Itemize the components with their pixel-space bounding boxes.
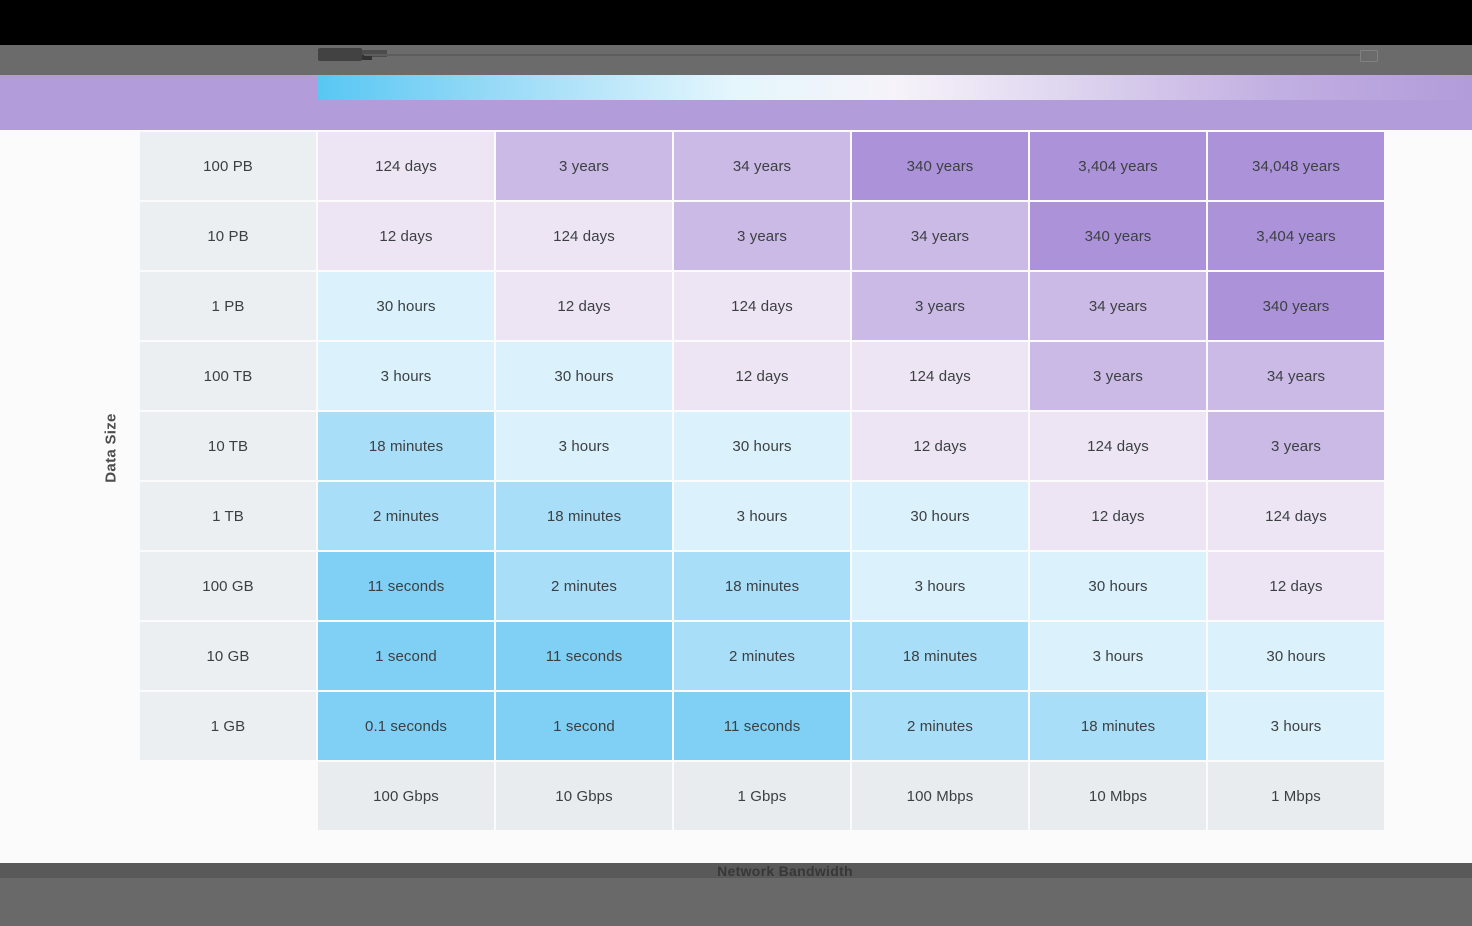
heatmap-cell: 30 hours (496, 342, 672, 410)
heatmap-cell: 340 years (1030, 202, 1206, 270)
toolbar (0, 45, 1472, 75)
y-axis-label: Data Size (102, 413, 120, 483)
heatmap-cell: 3 hours (496, 412, 672, 480)
heatmap-cell: 34 years (852, 202, 1028, 270)
row-label: 1 GB (140, 692, 316, 760)
heatmap-cell: 18 minutes (674, 552, 850, 620)
heatmap-cell: 12 days (1208, 552, 1384, 620)
row-label: 100 PB (140, 132, 316, 200)
footer-top-strip (0, 863, 1472, 878)
heatmap-cell: 30 hours (318, 272, 494, 340)
heatmap-cell: 124 days (1030, 412, 1206, 480)
heatmap-cell: 18 minutes (496, 482, 672, 550)
speed-label: 100 Mbps (852, 762, 1028, 830)
row-label: 10 PB (140, 202, 316, 270)
heatmap-cell: 34 years (1208, 342, 1384, 410)
speed-label: 10 Gbps (496, 762, 672, 830)
heatmap-cell: 1 second (318, 622, 494, 690)
heatmap-cell: 34 years (674, 132, 850, 200)
heatmap-cell: 12 days (674, 342, 850, 410)
corner-cell (140, 762, 316, 830)
heatmap-cell: 34 years (1030, 272, 1206, 340)
heatmap-cell: 3 years (1208, 412, 1384, 480)
footer-bar (0, 863, 1472, 926)
speed-label: 1 Mbps (1208, 762, 1384, 830)
heatmap-cell: 124 days (1208, 482, 1384, 550)
heatmap-cell: 3,404 years (1030, 132, 1206, 200)
heatmap-cell: 2 minutes (852, 692, 1028, 760)
heatmap-cell: 34,048 years (1208, 132, 1384, 200)
heatmap-cell: 11 seconds (318, 552, 494, 620)
heatmap-cell: 12 days (318, 202, 494, 270)
heatmap-cell: 124 days (496, 202, 672, 270)
heatmap-cell: 3 years (1030, 342, 1206, 410)
heatmap-cell: 340 years (1208, 272, 1384, 340)
row-label: 10 GB (140, 622, 316, 690)
heatmap-cell: 18 minutes (852, 622, 1028, 690)
heatmap-cell: 124 days (318, 132, 494, 200)
heatmap-cell: 3 hours (318, 342, 494, 410)
heatmap-cell: 18 minutes (318, 412, 494, 480)
heatmap-cell: 18 minutes (1030, 692, 1206, 760)
heatmap-cell: 3 years (852, 272, 1028, 340)
logo-mark-icon[interactable] (318, 48, 362, 61)
expand-icon[interactable] (1360, 50, 1378, 62)
heatmap-cell: 3,404 years (1208, 202, 1384, 270)
heatmap-cell: 11 seconds (496, 622, 672, 690)
heatmap-cell: 30 hours (674, 412, 850, 480)
heatmap-cell: 11 seconds (674, 692, 850, 760)
heatmap-cell: 12 days (852, 412, 1028, 480)
x-axis-label: Network Bandwidth (717, 863, 853, 879)
heatmap-cell: 2 minutes (318, 482, 494, 550)
toolbar-divider (364, 54, 1360, 56)
heatmap-cell: 340 years (852, 132, 1028, 200)
heatmap-cell: 1 second (496, 692, 672, 760)
row-label: 1 TB (140, 482, 316, 550)
heatmap-cell: 2 minutes (496, 552, 672, 620)
heatmap-cell: 3 years (674, 202, 850, 270)
heatmap-cell: 30 hours (1208, 622, 1384, 690)
row-label: 1 PB (140, 272, 316, 340)
heatmap-cell: 3 hours (1030, 622, 1206, 690)
heatmap-cell: 12 days (496, 272, 672, 340)
row-label: 100 GB (140, 552, 316, 620)
heatmap-cell: 12 days (1030, 482, 1206, 550)
heatmap-cell: 124 days (674, 272, 850, 340)
transfer-time-heatmap: 100 PB 124 days 3 years 34 years 340 years 3,… (140, 132, 1384, 830)
row-label: 10 TB (140, 412, 316, 480)
heatmap-cell: 3 years (496, 132, 672, 200)
heatmap-cell: 2 minutes (674, 622, 850, 690)
speed-label: 1 Gbps (674, 762, 850, 830)
row-label: 100 TB (140, 342, 316, 410)
heatmap-cell: 30 hours (852, 482, 1028, 550)
top-black-bar (0, 0, 1472, 45)
banner (0, 75, 1472, 130)
heatmap-cell: 3 hours (852, 552, 1028, 620)
heatmap-cell: 30 hours (1030, 552, 1206, 620)
heatmap-cell: 124 days (852, 342, 1028, 410)
speed-label: 100 Gbps (318, 762, 494, 830)
speed-label: 10 Mbps (1030, 762, 1206, 830)
color-scale-legend (318, 75, 1472, 100)
heatmap-cell: 3 hours (674, 482, 850, 550)
heatmap-cell: 3 hours (1208, 692, 1384, 760)
heatmap-cell: 0.1 seconds (318, 692, 494, 760)
